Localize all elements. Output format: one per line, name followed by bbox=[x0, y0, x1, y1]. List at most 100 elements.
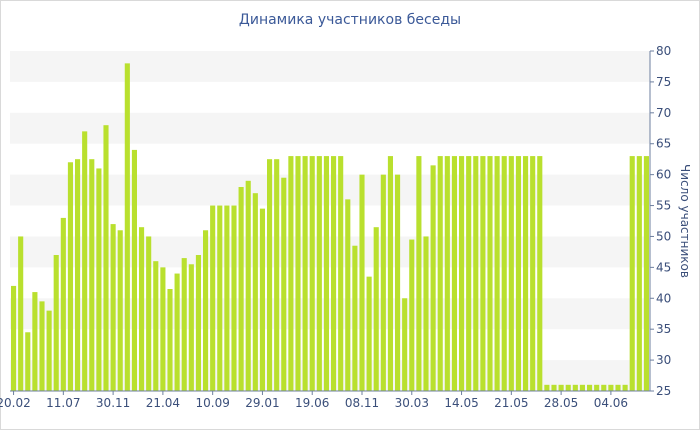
x-tick-label: 08.11 bbox=[345, 396, 379, 410]
bar[interactable] bbox=[643, 156, 649, 391]
x-tick-label: 20.02 bbox=[0, 396, 31, 410]
bar[interactable] bbox=[459, 156, 465, 391]
bar[interactable] bbox=[203, 230, 209, 391]
bar[interactable] bbox=[274, 159, 280, 391]
bar[interactable] bbox=[558, 384, 564, 391]
bar[interactable] bbox=[110, 224, 116, 391]
bar[interactable] bbox=[601, 384, 607, 391]
bar[interactable] bbox=[629, 156, 635, 391]
bar[interactable] bbox=[395, 174, 401, 391]
bar[interactable] bbox=[636, 156, 642, 391]
grid-band bbox=[10, 360, 650, 391]
bar[interactable] bbox=[67, 162, 73, 391]
bar[interactable] bbox=[89, 159, 95, 391]
bar[interactable] bbox=[295, 156, 301, 391]
bar[interactable] bbox=[75, 159, 81, 391]
bar[interactable] bbox=[430, 165, 436, 391]
x-tick-label: 14.05 bbox=[444, 396, 478, 410]
bar[interactable] bbox=[82, 131, 88, 392]
bar[interactable] bbox=[487, 156, 493, 391]
bar[interactable] bbox=[167, 289, 173, 391]
bar[interactable] bbox=[587, 384, 593, 391]
bar[interactable] bbox=[146, 236, 152, 391]
bar[interactable] bbox=[153, 261, 159, 391]
bar[interactable] bbox=[117, 230, 123, 391]
bar[interactable] bbox=[437, 156, 443, 391]
bar[interactable] bbox=[515, 156, 521, 391]
bar[interactable] bbox=[281, 177, 287, 391]
bar[interactable] bbox=[473, 156, 479, 391]
bar[interactable] bbox=[423, 236, 429, 391]
bar[interactable] bbox=[480, 156, 486, 391]
bar[interactable] bbox=[96, 168, 102, 391]
bar[interactable] bbox=[224, 205, 230, 391]
bar[interactable] bbox=[18, 236, 24, 391]
bar[interactable] bbox=[181, 258, 187, 391]
bar[interactable] bbox=[572, 384, 578, 391]
bar[interactable] bbox=[210, 205, 216, 391]
bar[interactable] bbox=[188, 264, 194, 391]
bar[interactable] bbox=[373, 227, 379, 391]
bar[interactable] bbox=[124, 63, 130, 392]
bar[interactable] bbox=[103, 125, 109, 392]
bar[interactable] bbox=[579, 384, 585, 391]
bar[interactable] bbox=[11, 285, 17, 391]
bar[interactable] bbox=[494, 156, 500, 391]
bar[interactable] bbox=[174, 273, 180, 391]
bar[interactable] bbox=[551, 384, 557, 391]
bar[interactable] bbox=[594, 384, 600, 391]
bar[interactable] bbox=[466, 156, 472, 391]
bar[interactable] bbox=[523, 156, 529, 391]
bar[interactable] bbox=[53, 255, 59, 391]
bar[interactable] bbox=[402, 298, 408, 391]
bar[interactable] bbox=[352, 245, 358, 391]
bar[interactable] bbox=[409, 239, 415, 391]
bar[interactable] bbox=[544, 384, 550, 391]
bar[interactable] bbox=[451, 156, 457, 391]
bar[interactable] bbox=[32, 292, 38, 391]
bar[interactable] bbox=[252, 193, 258, 391]
bar[interactable] bbox=[416, 156, 422, 391]
bar[interactable] bbox=[217, 205, 223, 391]
y-tick-label: 55 bbox=[656, 199, 671, 213]
bar[interactable] bbox=[359, 174, 365, 391]
bar[interactable] bbox=[46, 310, 52, 391]
bar[interactable] bbox=[387, 156, 393, 391]
bar[interactable] bbox=[267, 159, 273, 391]
bar[interactable] bbox=[331, 156, 337, 391]
bar[interactable] bbox=[139, 227, 145, 391]
bar[interactable] bbox=[501, 156, 507, 391]
bar[interactable] bbox=[288, 156, 294, 391]
bar[interactable] bbox=[309, 156, 315, 391]
bar[interactable] bbox=[345, 199, 351, 391]
x-tick-label: 21.05 bbox=[494, 396, 528, 410]
bar[interactable] bbox=[615, 384, 621, 391]
bar[interactable] bbox=[537, 156, 543, 391]
bar[interactable] bbox=[565, 384, 571, 391]
bar[interactable] bbox=[323, 156, 329, 391]
bar[interactable] bbox=[530, 156, 536, 391]
bar[interactable] bbox=[380, 174, 386, 391]
bar[interactable] bbox=[622, 384, 628, 391]
y-tick-label: 60 bbox=[656, 168, 671, 182]
bar[interactable] bbox=[302, 156, 308, 391]
bar[interactable] bbox=[39, 301, 45, 391]
grid-band bbox=[10, 112, 650, 144]
bar[interactable] bbox=[608, 384, 614, 391]
bar[interactable] bbox=[131, 149, 137, 391]
bar[interactable] bbox=[444, 156, 450, 391]
bar[interactable] bbox=[60, 217, 66, 391]
bar[interactable] bbox=[160, 267, 166, 391]
y-tick-label: 25 bbox=[656, 384, 671, 398]
bar[interactable] bbox=[508, 156, 514, 391]
bar[interactable] bbox=[231, 205, 237, 391]
y-tick-label: 50 bbox=[656, 229, 671, 243]
bar[interactable] bbox=[195, 255, 201, 391]
bar[interactable] bbox=[366, 276, 372, 391]
bar[interactable] bbox=[245, 180, 251, 391]
bar[interactable] bbox=[25, 332, 31, 391]
bar[interactable] bbox=[338, 156, 344, 391]
bar[interactable] bbox=[316, 156, 322, 391]
bar[interactable] bbox=[238, 187, 244, 391]
bar[interactable] bbox=[259, 208, 265, 391]
